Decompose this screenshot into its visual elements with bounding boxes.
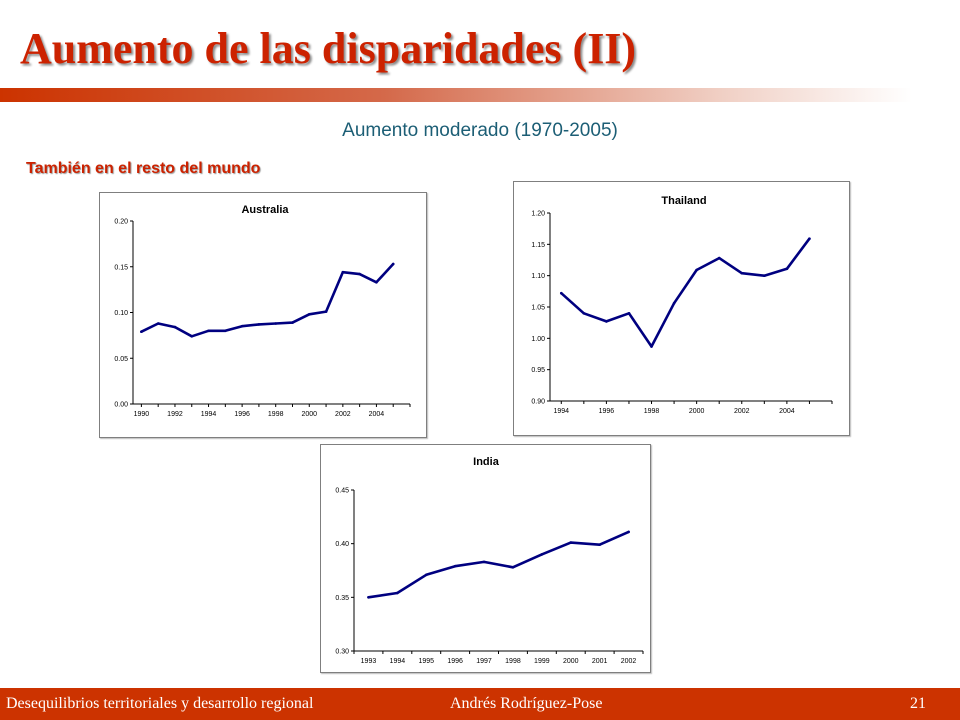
chart-india-data-point: [482, 560, 486, 564]
chart-thailand-data-point: [605, 320, 608, 323]
chart-thailand-data-point: [582, 312, 586, 315]
chart-india-x-tick-label: 1997: [476, 658, 492, 665]
chart-australia-data-point: [391, 262, 395, 266]
title-underline-bar: [0, 88, 960, 102]
footer-bar: Desequilibrios territoriales y desarroll…: [0, 688, 960, 720]
chart-india-x-tick-label: 1999: [534, 658, 550, 665]
chart-australia-data-point: [190, 335, 194, 338]
chart-australia-y-tick-label: 0.20: [114, 219, 128, 226]
chart-india-x-tick-label: 2000: [563, 658, 579, 665]
chart-thailand-data-point: [785, 267, 789, 271]
chart-australia-data-point: [308, 313, 311, 316]
chart-india-x-tick-label: 1996: [447, 658, 463, 665]
chart-thailand-series-line: [559, 237, 811, 348]
chart-india-x-tick-label: 1998: [505, 658, 521, 665]
chart-australia: Australia 0.00 0.05 0.10 0.15 0.20 1990 1992 199…: [99, 192, 427, 438]
chart-india-series-line: [367, 530, 630, 599]
chart-thailand-data-point: [740, 271, 744, 275]
chart-australia-x-tick-label: 2004: [369, 411, 385, 418]
chart-australia-x-tick-label: 1994: [201, 411, 217, 418]
chart-australia-data-point: [257, 323, 261, 326]
chart-australia-svg: Australia 0.00 0.05 0.10 0.15 0.20 1990 1992 199…: [114, 204, 411, 418]
chart-australia-data-point: [207, 329, 210, 333]
chart-thailand-x-tick-label: 1998: [644, 408, 660, 415]
chart-thailand-x-tick-label: 2002: [734, 408, 750, 415]
chart-thailand-y-tick-label: 1.10: [531, 273, 545, 280]
chart-india-data-point: [396, 591, 399, 595]
chart-thailand-svg: Thailand 0.90 0.95 1.00 1.05 1.10 1.15 1.20 1994…: [531, 195, 833, 415]
chart-australia-data-point: [173, 325, 177, 329]
chart-thailand-x-tick-label: 1996: [599, 408, 615, 415]
chart-australia-x-tick-label: 1992: [167, 411, 183, 418]
chart-australia-data-point: [240, 324, 244, 328]
chart-australia-x-tick-label: 1996: [234, 411, 250, 418]
section-label: También en el resto del mundo: [26, 160, 261, 177]
chart-india-x-tick-label: 1993: [361, 658, 377, 665]
chart-india-y-tick-label: 0.40: [335, 541, 349, 548]
chart-australia-y-tick-label: 0.00: [114, 402, 128, 409]
footer-page-number: 21: [910, 695, 926, 712]
chart-thailand-data-point: [672, 301, 676, 305]
chart-thailand-x-tick-label: 2000: [689, 408, 705, 415]
chart-thailand-y-tick-label: 0.90: [531, 399, 545, 406]
chart-thailand-data-point: [808, 237, 811, 240]
chart-thailand-x-tick-label: 2004: [779, 408, 795, 415]
chart-thailand-y-tick-label: 1.05: [531, 305, 545, 312]
chart-australia-data-point: [224, 329, 227, 333]
chart-thailand-y-tick-label: 1.15: [531, 242, 545, 249]
chart-thailand-y-tick-label: 0.95: [531, 367, 545, 374]
footer-author: Andrés Rodríguez-Pose: [450, 695, 603, 712]
slide-subtitle: Aumento moderado (1970-2005): [342, 120, 618, 141]
chart-australia-x-tick-label: 2000: [301, 411, 317, 418]
chart-thailand-data-point: [627, 312, 631, 315]
chart-india-x-tick-label: 2001: [592, 658, 608, 665]
chart-india-title: India: [473, 456, 500, 468]
chart-australia-x-tick-label: 1998: [268, 411, 284, 418]
chart-india-data-point: [425, 573, 428, 577]
footer-course-title: Desequilibrios territoriales y desarroll…: [6, 695, 314, 712]
chart-thailand: Thailand 0.90 0.95 1.00 1.05 1.10 1.15 1.20 1994…: [513, 181, 850, 436]
chart-australia-data-point: [358, 272, 361, 276]
chart-australia-x-tick-label: 1990: [134, 411, 150, 418]
chart-india-y-tick-label: 0.30: [335, 649, 349, 656]
chart-australia-y-tick-label: 0.05: [114, 356, 128, 363]
chart-australia-series-line: [140, 262, 395, 338]
chart-australia-data-point: [341, 270, 345, 274]
chart-australia-y-tick-label: 0.15: [114, 264, 128, 271]
chart-india-data-point: [569, 541, 573, 544]
chart-india-data-point: [598, 543, 601, 546]
chart-thailand-data-point: [695, 268, 698, 272]
chart-india-svg: India 0.30 0.35 0.40 0.45 1993 1994 1995 1996 199…: [335, 456, 644, 665]
chart-thailand-data-point: [763, 274, 766, 277]
chart-australia-data-point: [156, 322, 160, 325]
chart-india-x-tick-label: 1994: [390, 658, 406, 665]
chart-australia-data-point: [324, 310, 328, 313]
chart-india-x-tick-label: 1995: [418, 658, 434, 665]
chart-india-data-point: [511, 566, 515, 569]
chart-thailand-data-point: [560, 291, 563, 295]
chart-india-y-tick-label: 0.35: [335, 595, 349, 602]
chart-australia-title: Australia: [241, 204, 289, 216]
chart-australia-y-tick-label: 0.10: [114, 310, 128, 317]
chart-thailand-title: Thailand: [661, 195, 706, 207]
slide-title: Aumento de las disparidades (II): [20, 24, 637, 73]
chart-india-data-point: [453, 564, 457, 568]
chart-thailand-y-tick-label: 1.00: [531, 336, 545, 343]
chart-australia-data-point: [140, 330, 143, 333]
chart-australia-data-point: [274, 322, 277, 325]
chart-india-data-point: [627, 530, 630, 534]
chart-australia-x-tick-label: 2002: [335, 411, 351, 418]
chart-australia-data-point: [375, 281, 378, 284]
chart-thailand-data-point: [650, 345, 653, 348]
chart-thailand-x-tick-label: 1994: [553, 408, 569, 415]
chart-india-data-point: [540, 553, 544, 556]
chart-india-x-tick-label: 2002: [621, 658, 637, 665]
chart-thailand-data-point: [717, 256, 721, 260]
chart-australia-data-point: [291, 321, 294, 324]
chart-thailand-y-tick-label: 1.20: [531, 211, 545, 218]
chart-india: India 0.30 0.35 0.40 0.45 1993 1994 1995 1996 199…: [320, 444, 651, 673]
chart-india-data-point: [367, 596, 370, 599]
chart-india-y-tick-label: 0.45: [335, 488, 349, 495]
